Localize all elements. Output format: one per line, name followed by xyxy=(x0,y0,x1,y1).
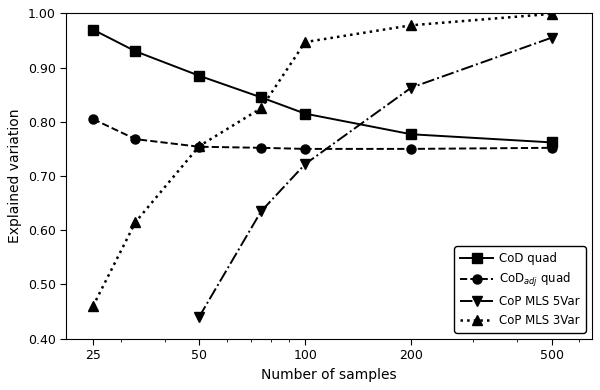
CoD$_{adj}$ quad xyxy=(407,147,415,151)
Line: CoP MLS 5Var: CoP MLS 5Var xyxy=(194,33,556,321)
CoP MLS 5Var xyxy=(196,315,203,319)
CoP MLS 5Var xyxy=(407,85,415,90)
CoD$_{adj}$ quad xyxy=(257,145,265,150)
CoD quad xyxy=(257,95,265,100)
CoP MLS 5Var xyxy=(548,35,555,40)
CoP MLS 3Var xyxy=(302,40,309,44)
CoD quad xyxy=(302,111,309,116)
CoD$_{adj}$ quad xyxy=(196,144,203,149)
CoD quad xyxy=(132,49,139,54)
CoP MLS 3Var xyxy=(89,304,97,308)
CoD$_{adj}$ quad xyxy=(548,145,555,150)
CoD$_{adj}$ quad xyxy=(302,147,309,151)
CoD quad xyxy=(407,132,415,136)
CoD$_{adj}$ quad xyxy=(132,137,139,142)
CoP MLS 5Var xyxy=(257,209,265,214)
CoP MLS 3Var xyxy=(196,144,203,149)
Line: CoD$_{adj}$ quad: CoD$_{adj}$ quad xyxy=(88,115,556,153)
Line: CoD quad: CoD quad xyxy=(88,25,556,147)
X-axis label: Number of samples: Number of samples xyxy=(261,368,397,382)
CoD quad xyxy=(89,27,97,32)
CoP MLS 5Var xyxy=(302,162,309,167)
Y-axis label: Explained variation: Explained variation xyxy=(8,109,22,243)
Legend: CoD quad, CoD$_{adj}$ quad, CoP MLS 5Var, CoP MLS 3Var: CoD quad, CoD$_{adj}$ quad, CoP MLS 5Var… xyxy=(454,246,586,333)
CoD quad xyxy=(548,140,555,145)
CoP MLS 3Var xyxy=(407,23,415,28)
CoD quad xyxy=(196,73,203,78)
Line: CoP MLS 3Var: CoP MLS 3Var xyxy=(88,9,556,311)
CoP MLS 3Var xyxy=(257,106,265,111)
CoD$_{adj}$ quad xyxy=(89,117,97,121)
CoP MLS 3Var xyxy=(548,12,555,16)
CoP MLS 3Var xyxy=(132,220,139,225)
